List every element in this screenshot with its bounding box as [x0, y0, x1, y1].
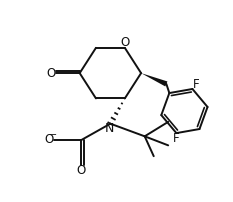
- Text: O: O: [45, 133, 54, 146]
- Text: O: O: [47, 67, 56, 80]
- Text: O: O: [120, 36, 130, 49]
- Polygon shape: [141, 73, 168, 86]
- Text: F: F: [192, 78, 199, 91]
- Text: F: F: [173, 132, 180, 145]
- Text: N: N: [105, 122, 114, 135]
- Text: O: O: [77, 164, 86, 177]
- Text: −: −: [49, 129, 58, 140]
